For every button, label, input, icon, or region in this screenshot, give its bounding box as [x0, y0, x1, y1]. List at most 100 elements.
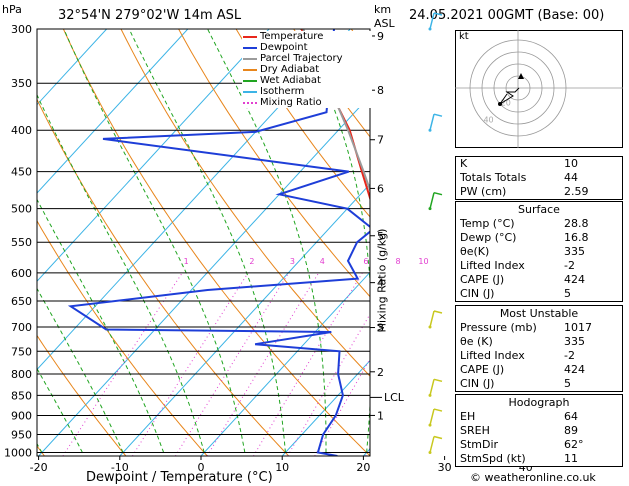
- pressure-tick-label: 750: [11, 345, 32, 358]
- wet-adiabat-line: [63, 29, 246, 453]
- parcel-trajectory-profile: [302, 29, 370, 193]
- pressure-tick-label: 550: [11, 236, 32, 249]
- height-tick-label: 4: [377, 277, 384, 290]
- plot-frame: [36, 28, 371, 457]
- dry-adiabat-line: [235, 29, 370, 218]
- wind-barb-base: [428, 393, 432, 397]
- surface-row: Dewp (°C) 16.8: [460, 231, 589, 244]
- legend-item-mixing-ratio: Mixing Ratio: [242, 97, 372, 108]
- height-tick-label: 5: [377, 230, 384, 243]
- wind-barb-base: [428, 423, 432, 427]
- most-unstable-row: Lifted Index -2: [460, 349, 575, 362]
- wind-barb: [429, 379, 435, 396]
- surface-title: Surface: [518, 203, 560, 216]
- height-tick-label: 3: [377, 322, 384, 335]
- dry-adiabat-line: [178, 29, 370, 298]
- most-unstable-row: θe (K) 335: [460, 335, 585, 348]
- x-tick-label: 20: [356, 461, 370, 474]
- dry-adiabat-line: [120, 29, 370, 377]
- x-tick-label: 0: [198, 461, 205, 474]
- hodograph-ring: [493, 63, 543, 113]
- mixing-ratio-line: [206, 272, 320, 456]
- hodograph-frame: [455, 30, 623, 148]
- mixing-ratio-tick-label: 1: [184, 257, 189, 266]
- isotherm-line: [37, 29, 189, 194]
- mixing-ratio-tick-label: 2: [249, 257, 254, 266]
- most-unstable-row: CAPE (J) 424: [460, 363, 585, 376]
- pressure-tick-label: 600: [11, 267, 32, 280]
- hodograph-ring: [505, 75, 531, 101]
- hodograph-trace: [499, 87, 520, 105]
- x-tick-label: -20: [30, 461, 48, 474]
- pressure-tick-label: 700: [11, 321, 32, 334]
- hodograph-row: SREH 89: [460, 424, 578, 437]
- mixing-ratio-line: [174, 272, 290, 456]
- wind-barb-base: [428, 450, 432, 454]
- dry-adiabat-line: [37, 98, 290, 456]
- pressure-tick-label: 450: [11, 166, 32, 179]
- hodograph-point: [498, 102, 502, 106]
- hodograph-ring: [469, 39, 567, 137]
- height-tick-label: 9: [377, 30, 384, 43]
- most-unstable-table: Most Unstable Pressure (mb) 1017 θe (K) 33…: [455, 305, 623, 392]
- mixing-ratio-line: [131, 272, 249, 456]
- x-axis-title: Dewpoint / Temperature (°C): [86, 470, 273, 485]
- legend-item-dewpoint: Dewpoint: [242, 42, 372, 53]
- height-tick-label: 7: [377, 134, 384, 147]
- hodograph-table: Hodograph EH 64 SREH 89 StmDir 62° StmSpd (…: [455, 394, 623, 467]
- wind-barb-flag: [433, 113, 443, 117]
- surface-table: Surface Temp (°C) 28.8 Dewp (°C) 16.8 θe(K…: [455, 201, 623, 302]
- height-unit-km: km: [374, 3, 392, 16]
- chart-legend: Temperature Dewpoint Parcel Trajectory D…: [242, 31, 372, 108]
- height-tick-label: 1: [377, 409, 384, 422]
- most-unstable-title: Most Unstable: [499, 307, 579, 320]
- dry-adiabat-line: [62, 29, 370, 456]
- wind-barb-flag: [433, 191, 443, 196]
- surface-row: θe(K) 335: [460, 245, 585, 258]
- legend-item-parcel: Parcel Trajectory: [242, 53, 372, 64]
- wet-adiabat-line: [403, 29, 429, 453]
- most-unstable-row: Pressure (mb) 1017: [460, 321, 592, 334]
- location-title: 32°54'N 279°02'W 14m ASL: [58, 8, 242, 23]
- wind-barb-flag: [433, 435, 443, 440]
- isotherm-line: [281, 359, 370, 456]
- height-tick-label: 8: [377, 84, 384, 97]
- wind-barb-flag: [433, 310, 443, 314]
- wind-barb: [429, 310, 435, 328]
- wind-barb: [429, 12, 435, 30]
- wind-barb-base: [428, 27, 432, 31]
- surface-row: CAPE (J) 424: [460, 273, 585, 286]
- x-tick-label: -10: [111, 461, 129, 474]
- hodograph-row: StmDir 62°: [460, 438, 584, 451]
- wind-barb-flag: [433, 408, 443, 412]
- mixing-ratio-tick-label: 8: [395, 257, 400, 266]
- wet-adiabat-line: [207, 29, 327, 453]
- wind-barb-flag: [433, 378, 443, 383]
- wet-adiabat-line: [37, 367, 83, 453]
- pressure-tick-label: 350: [11, 77, 32, 90]
- most-unstable-row: CIN (J) 5: [460, 377, 571, 390]
- credit-text: © weatheronline.co.uk: [470, 471, 596, 484]
- wind-barb-base: [428, 207, 432, 211]
- hodograph-ring-label: 40: [483, 116, 493, 125]
- pressure-tick-label: 500: [11, 203, 32, 216]
- mixing-ratio-line: [253, 272, 363, 456]
- pressure-tick-label: 650: [11, 295, 32, 308]
- legend-item-dry-adiabat: Dry Adiabat: [242, 64, 372, 75]
- hodograph-ring-label: 20: [501, 98, 511, 107]
- isotherm-line: [200, 271, 370, 456]
- lcl-label: LCL: [384, 391, 404, 404]
- mixing-ratio-tick-label: 3: [290, 257, 295, 266]
- hodograph-ring: [481, 51, 555, 125]
- wind-barb: [429, 408, 435, 426]
- pressure-tick-label: 900: [11, 409, 32, 422]
- hodograph-row: StmSpd (kt) 11: [460, 452, 578, 465]
- hodograph-kt-label: kt: [459, 31, 469, 42]
- x-tick-label: 30: [438, 461, 452, 474]
- legend-item-temperature: Temperature: [242, 31, 372, 42]
- wind-barb-base: [428, 325, 432, 329]
- mixing-ratio-tick-label: 6: [363, 257, 368, 266]
- height-tick-label: 6: [377, 182, 384, 195]
- surface-row: Temp (°C) 28.8: [460, 217, 589, 230]
- isotherm-line: [37, 29, 108, 106]
